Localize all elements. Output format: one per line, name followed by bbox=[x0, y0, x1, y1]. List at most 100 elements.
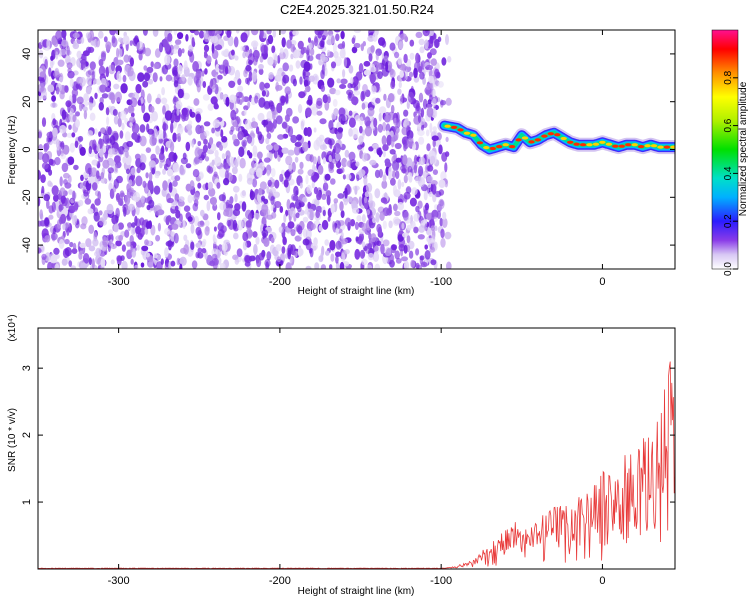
ridge-peak bbox=[483, 146, 490, 150]
noise-speck bbox=[108, 148, 113, 155]
noise-speck bbox=[257, 112, 265, 122]
noise-speck bbox=[280, 98, 285, 106]
noise-speck bbox=[228, 80, 236, 89]
x-tick-label: 0 bbox=[599, 575, 605, 587]
noise-speck bbox=[334, 89, 341, 96]
noise-speck bbox=[394, 210, 401, 217]
noise-speck bbox=[361, 102, 366, 110]
noise-speck bbox=[293, 145, 301, 156]
noise-speck bbox=[351, 46, 358, 54]
noise-speck bbox=[327, 34, 335, 45]
noise-speck bbox=[305, 107, 312, 118]
noise-speck bbox=[321, 56, 329, 63]
noise-speck bbox=[220, 129, 224, 138]
noise-speck bbox=[39, 77, 45, 83]
noise-speck bbox=[59, 176, 63, 187]
noise-speck bbox=[348, 151, 356, 161]
noise-speck bbox=[364, 196, 368, 204]
colorbar-tick-label: 0.0 bbox=[723, 262, 734, 276]
noise-speck bbox=[405, 186, 412, 194]
noise-speck bbox=[117, 198, 123, 206]
noise-speck bbox=[247, 53, 255, 64]
noise-speck bbox=[255, 167, 263, 178]
noise-speck bbox=[432, 139, 436, 148]
noise-speck bbox=[129, 40, 133, 46]
noise-speck bbox=[372, 143, 380, 150]
noise-speck bbox=[219, 166, 227, 178]
ridge-peak bbox=[567, 140, 574, 144]
noise-speck bbox=[38, 83, 45, 93]
noise-speck bbox=[93, 211, 100, 222]
noise-speck bbox=[166, 197, 174, 204]
noise-speck bbox=[286, 199, 291, 210]
noise-speck bbox=[85, 32, 91, 39]
x-tick-label: -200 bbox=[269, 575, 291, 587]
noise-speck bbox=[379, 211, 385, 221]
noise-speck bbox=[127, 187, 134, 193]
noise-speck bbox=[353, 42, 361, 49]
noise-speck bbox=[134, 153, 141, 160]
noise-speck bbox=[143, 65, 148, 71]
noise-speck bbox=[234, 69, 241, 80]
noise-speck bbox=[128, 179, 133, 186]
noise-speck bbox=[149, 135, 157, 147]
noise-speck bbox=[425, 129, 430, 137]
noise-speck bbox=[266, 185, 270, 194]
noise-speck bbox=[256, 203, 262, 211]
noise-speck bbox=[307, 55, 314, 62]
noise-speck bbox=[46, 199, 50, 210]
noise-speck bbox=[401, 256, 408, 262]
noise-speck bbox=[287, 221, 295, 229]
noise-speck bbox=[314, 262, 320, 269]
noise-speck bbox=[53, 194, 59, 202]
noise-speck bbox=[83, 110, 88, 120]
noise-speck bbox=[313, 199, 320, 206]
noise-speck bbox=[129, 121, 134, 127]
noise-speck bbox=[286, 39, 292, 49]
noise-speck bbox=[283, 213, 287, 223]
noise-speck bbox=[87, 46, 95, 54]
noise-speck bbox=[161, 145, 165, 155]
noise-speck bbox=[165, 240, 173, 247]
noise-speck bbox=[418, 115, 421, 123]
noise-speck bbox=[61, 39, 69, 47]
noise-speck bbox=[172, 180, 178, 187]
noise-speck bbox=[343, 57, 348, 68]
noise-speck bbox=[249, 167, 255, 176]
noise-speck bbox=[370, 45, 375, 53]
noise-speck bbox=[251, 40, 259, 48]
noise-speck bbox=[195, 70, 202, 81]
noise-speck bbox=[361, 251, 366, 258]
noise-speck bbox=[432, 126, 437, 132]
noise-speck bbox=[52, 127, 58, 138]
noise-speck bbox=[398, 41, 404, 50]
noise-speck bbox=[137, 72, 145, 82]
noise-speck bbox=[159, 42, 163, 53]
noise-speck bbox=[390, 177, 396, 186]
noise-speck bbox=[64, 238, 70, 245]
noise-speck bbox=[203, 194, 209, 201]
figure-title: C2E4.2025.321.01.50.R24 bbox=[280, 2, 434, 17]
noise-speck bbox=[64, 182, 72, 189]
noise-speck bbox=[253, 243, 258, 255]
noise-speck bbox=[100, 258, 106, 268]
noise-speck bbox=[287, 126, 294, 137]
noise-speck bbox=[359, 125, 363, 134]
noise-speck bbox=[316, 190, 322, 200]
noise-speck bbox=[78, 252, 83, 260]
noise-speck bbox=[307, 169, 315, 177]
noise-speck bbox=[182, 64, 189, 70]
noise-speck bbox=[363, 175, 368, 186]
noise-speck bbox=[415, 205, 420, 213]
noise-speck bbox=[141, 245, 149, 252]
noise-speck bbox=[44, 252, 51, 262]
y-tick-label: -20 bbox=[21, 189, 33, 205]
noise-speck bbox=[118, 234, 124, 242]
noise-speck bbox=[108, 159, 116, 166]
noise-speck bbox=[113, 178, 120, 189]
noise-speck bbox=[178, 196, 185, 202]
noise-speck bbox=[429, 122, 433, 133]
ridge bbox=[437, 118, 675, 157]
noise-speck bbox=[319, 144, 328, 151]
